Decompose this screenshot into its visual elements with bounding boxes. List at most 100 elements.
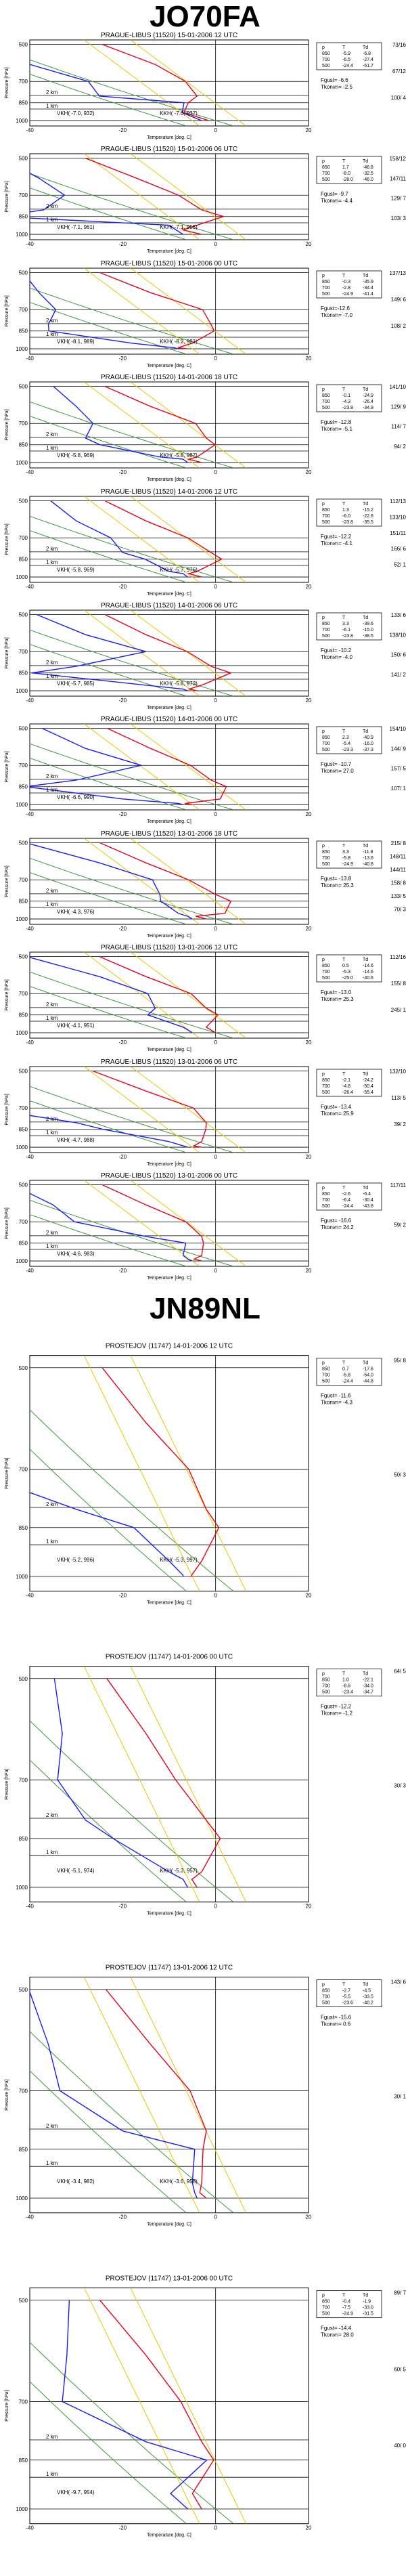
wind-label: 215/ 8 xyxy=(391,840,407,846)
moist-adiabat xyxy=(84,952,200,1039)
moist-adiabat xyxy=(83,1355,200,1591)
height-label: 2 km xyxy=(46,203,58,209)
vkh-label: VKH( -5.2, 996) xyxy=(57,1557,95,1563)
chart-title: PRAGUE-LIBUS (11520) 15-01-2006 00 UTC xyxy=(101,260,237,267)
table-cell: -24.4 xyxy=(342,64,353,68)
sounding-panel: PRAGUE-LIBUS (11520) 14-01-2006 12 UTC 50… xyxy=(0,488,410,600)
y-axis-label: Pressure [hPa] xyxy=(5,1768,9,1799)
level-table xyxy=(316,1069,382,1096)
table-cell: 850 xyxy=(322,1367,330,1372)
chart-title: PRAGUE-LIBUS (11520) 13-01-2006 00 UTC xyxy=(101,1172,237,1180)
y-tick-label: 850 xyxy=(19,1525,28,1531)
table-cell: -0.4 xyxy=(342,2300,350,2304)
x-tick-label: -20 xyxy=(119,1039,127,1046)
table-cell: -2.1 xyxy=(342,1078,350,1083)
table-cell: -0.3 xyxy=(342,280,350,284)
wind-label: 95/ 8 xyxy=(394,1358,406,1364)
sounding-chart: PRAGUE-LIBUS (11520) 13-01-2006 00 UTC 50… xyxy=(5,1172,407,1281)
kkh-label: KKH( -5.8, 973) xyxy=(160,681,198,687)
plot-frame xyxy=(29,2288,309,2525)
table-cell: -4.8 xyxy=(342,1084,350,1089)
kkh-label: KKH( -3.6, 958) xyxy=(160,2178,198,2185)
wind-label: 40/ 0 xyxy=(394,2443,406,2449)
chart-title: PROSTEJOV (11747) 14-01-2006 12 UTC xyxy=(106,1343,233,1350)
moist-adiabat xyxy=(130,382,246,469)
dry-adiabat xyxy=(30,629,234,696)
y-tick-label: 500 xyxy=(19,1676,28,1682)
dewpoint-profile xyxy=(53,1678,189,1888)
chart-title: PRAGUE-LIBUS (11520) 13-01-2006 12 UTC xyxy=(101,944,237,951)
table-header: T xyxy=(342,958,346,962)
x-axis-label: Temperature [deg. C] xyxy=(147,934,191,939)
table-cell: 700 xyxy=(322,171,330,176)
moist-adiabat xyxy=(130,267,246,354)
wind-label: 148/11 xyxy=(390,853,406,859)
x-tick-label: -20 xyxy=(119,2214,127,2220)
moist-adiabat xyxy=(130,952,246,1039)
sounding-chart: PROSTEJOV (11747) 14-01-2006 00 UTC50070… xyxy=(5,1654,407,1916)
x-tick-label: 20 xyxy=(306,926,312,932)
height-label: 2 km xyxy=(46,89,58,95)
x-tick-label: 0 xyxy=(214,1904,217,1910)
height-label: 2 km xyxy=(46,773,58,779)
table-cell: -14.6 xyxy=(363,970,373,974)
plot-frame xyxy=(29,1666,309,1903)
height-label: 1 km xyxy=(46,673,58,679)
x-tick-label: 20 xyxy=(306,811,312,817)
table-cell: -46.8 xyxy=(363,165,373,170)
fgust-label: Fgust= -15.6 xyxy=(321,2015,352,2021)
table-header: Td xyxy=(363,1361,368,1366)
kkh-label: KKH( -7.0, 937) xyxy=(160,110,198,116)
table-header: T xyxy=(342,616,346,620)
x-tick-label: 20 xyxy=(306,1154,312,1160)
table-cell: -50.4 xyxy=(363,1084,373,1089)
table-cell: -22.6 xyxy=(363,514,373,519)
x-axis-label: Temperature [deg. C] xyxy=(147,819,191,824)
wind-label: 30/ 1 xyxy=(394,2094,406,2100)
x-tick-label: 20 xyxy=(306,584,312,590)
table-cell: 1.7 xyxy=(342,165,349,170)
y-axis-label: Pressure [hPa] xyxy=(5,1457,9,1488)
table-cell: -8.6 xyxy=(342,1684,350,1689)
table-cell: -17.6 xyxy=(363,1367,373,1372)
moist-adiabat xyxy=(84,496,200,582)
table-header: p xyxy=(322,1672,325,1677)
dewpoint-profile xyxy=(30,173,183,236)
x-tick-label: 0 xyxy=(214,1268,217,1274)
dry-adiabat xyxy=(30,416,187,469)
table-cell: 850 xyxy=(322,735,330,740)
plot-frame xyxy=(29,153,309,240)
table-cell: -5.4 xyxy=(342,742,350,746)
x-axis-label: Temperature [deg. C] xyxy=(147,249,191,254)
wind-label: 94/ 2 xyxy=(394,444,406,450)
table-cell: 850 xyxy=(322,964,330,968)
table-cell: 700 xyxy=(322,2306,330,2311)
table-cell: 500 xyxy=(322,976,330,981)
plot-frame xyxy=(29,496,309,583)
dewpoint-profile xyxy=(30,280,179,349)
height-label: 2 km xyxy=(46,1115,58,1121)
moist-adiabat xyxy=(130,1355,247,1591)
moist-adiabat xyxy=(84,724,200,811)
y-tick-label: 850 xyxy=(19,328,28,335)
table-cell: -24.4 xyxy=(342,1204,353,1209)
table-cell: -5.5 xyxy=(342,1995,350,2000)
tkonvn-label: Tkonvn= -4.3 xyxy=(321,1400,352,1406)
sounding-chart: PROSTEJOV (11747) 13-01-2006 00 UTC50070… xyxy=(5,2275,407,2538)
table-header: p xyxy=(322,1361,325,1366)
sounding-panel: PRAGUE-LIBUS (11520) 13-01-2006 18 UTC 50… xyxy=(0,830,410,942)
table-cell: -54.0 xyxy=(363,1373,373,1378)
table-cell: 0.7 xyxy=(342,1367,349,1372)
table-cell: 700 xyxy=(322,400,330,404)
level-table xyxy=(316,498,382,526)
y-tick-label: 850 xyxy=(19,1126,28,1132)
y-tick-label: 850 xyxy=(19,1012,28,1018)
wind-label: 64/ 5 xyxy=(394,1669,406,1675)
tkonvn-label: Tkonvn= -4.4 xyxy=(321,198,352,204)
tkonvn-label: Tkonvn= 25.3 xyxy=(321,882,354,888)
y-tick-label: 500 xyxy=(19,2298,28,2304)
table-cell: -2.8 xyxy=(342,286,350,291)
y-tick-label: 700 xyxy=(19,535,28,541)
vkh-label: VKH( -6.6, 990) xyxy=(57,794,95,800)
temperature-profile xyxy=(106,1678,221,1888)
